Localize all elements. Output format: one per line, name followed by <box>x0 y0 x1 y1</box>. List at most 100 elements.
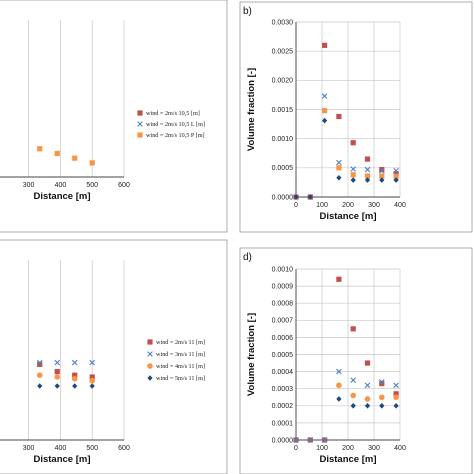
y-tick-label: 0.0015 <box>272 107 294 114</box>
series-3 <box>336 382 399 402</box>
data-point <box>379 173 385 179</box>
data-point <box>71 359 78 366</box>
data-point <box>336 276 342 282</box>
y-tick-label: 0.0005 <box>272 165 294 172</box>
legend-marker <box>137 110 143 116</box>
legend-marker <box>147 363 153 369</box>
data-point <box>393 177 399 183</box>
x-tick-label: 0 <box>294 445 298 452</box>
data-point <box>336 159 342 166</box>
legend-marker <box>137 132 143 138</box>
data-point <box>379 166 385 173</box>
data-point <box>364 396 371 402</box>
y-tick-label: 0.0010 <box>272 136 294 143</box>
data-point <box>379 403 385 409</box>
data-point <box>364 173 371 179</box>
data-point <box>293 194 299 200</box>
x-tick-label: 500 <box>86 182 98 189</box>
data-point <box>89 374 95 380</box>
data-point <box>322 117 328 124</box>
x-tick-label: 400 <box>55 445 67 452</box>
panel-frame <box>0 239 228 474</box>
data-point <box>379 177 385 183</box>
data-point <box>336 113 342 120</box>
data-point <box>54 150 60 157</box>
y-tick-label: 0.0005 <box>272 352 294 359</box>
legend-label: wind = 3m/s 11 [m] <box>156 351 205 358</box>
legend-label: wind = 2m/s 10,5 [m] <box>146 110 200 117</box>
y-tick-label: 0.0025 <box>272 49 294 56</box>
data-point <box>393 382 399 389</box>
legend-label: wind = 5m/s 11 [m] <box>156 375 205 382</box>
data-point <box>54 374 61 380</box>
data-point <box>350 140 356 146</box>
data-point <box>350 326 356 332</box>
y-axis-label: Volume fraction [-] <box>246 313 257 396</box>
data-point <box>336 382 342 389</box>
y-tick-label: 0.0020 <box>272 78 294 85</box>
x-tick-label: 400 <box>394 445 406 452</box>
data-point <box>364 382 371 389</box>
x-tick-label: 300 <box>368 445 380 452</box>
x-tick-label: 400 <box>394 202 406 209</box>
data-point <box>364 166 371 173</box>
x-tick-label: 600 <box>118 445 130 452</box>
x-tick-label: 400 <box>55 182 67 189</box>
legend-marker <box>147 375 153 381</box>
x-axis-label: Distance [m] <box>33 191 90 202</box>
legend: wind = 2m/s 10,5 [m] wind = 2m/s 10,5 L [… <box>137 110 205 139</box>
panel-label: d) <box>243 252 252 263</box>
data-point <box>72 383 78 389</box>
data-point <box>37 383 43 389</box>
x-tick-label: 500 <box>86 445 98 452</box>
series-3 <box>37 146 95 166</box>
legend-label: wind = 2m/s 10,5 L [m] <box>146 121 205 128</box>
data-point <box>36 372 43 379</box>
y-tick-label: 0.0007 <box>272 318 294 325</box>
data-point <box>379 394 385 401</box>
data-point <box>71 376 78 382</box>
data-point <box>379 167 385 174</box>
y-axis-label: Volume fraction [-] <box>246 68 257 151</box>
series-2 <box>321 93 399 174</box>
data-point <box>89 359 95 366</box>
series-3 <box>322 108 399 180</box>
data-point <box>336 368 342 375</box>
x-tick-label: 300 <box>23 445 35 452</box>
data-point <box>364 156 371 162</box>
data-point <box>379 380 385 387</box>
data-point <box>72 155 78 161</box>
series-3 <box>36 372 96 384</box>
y-tick-label: 0.0006 <box>272 335 294 342</box>
data-point <box>321 93 328 99</box>
data-point <box>89 377 96 384</box>
x-axis-label: Distance [m] <box>319 454 376 465</box>
data-point <box>336 396 342 402</box>
series-4 <box>37 383 95 389</box>
chart-3: 300 400 500 600 Distance [m] wind = 2m/s 11 [… <box>0 239 228 474</box>
data-point <box>307 194 313 200</box>
data-point <box>350 403 356 409</box>
legend-label: wind = 2m/s 11 [m] <box>156 339 205 346</box>
y-tick-label: 0.0008 <box>272 301 294 308</box>
data-point <box>393 391 399 397</box>
x-tick-label: 600 <box>118 182 130 189</box>
series-2 <box>293 368 399 443</box>
data-point <box>379 379 385 385</box>
data-point <box>364 403 371 409</box>
data-point <box>293 437 299 443</box>
data-point <box>322 108 328 114</box>
data-point <box>393 394 399 401</box>
x-tick-label: 100 <box>316 445 328 452</box>
chart-4: 0 100 200 300 400 0.0000 0.0001 0.0002 0.0003 0.0… <box>239 247 473 474</box>
data-point <box>36 359 43 366</box>
data-point <box>54 359 61 366</box>
y-tick-label: 0.0030 <box>272 19 294 26</box>
data-point <box>89 383 95 389</box>
data-point <box>350 172 356 178</box>
data-point <box>37 361 43 367</box>
panel-frame <box>0 0 228 233</box>
data-point <box>393 167 399 174</box>
data-point <box>54 383 60 389</box>
